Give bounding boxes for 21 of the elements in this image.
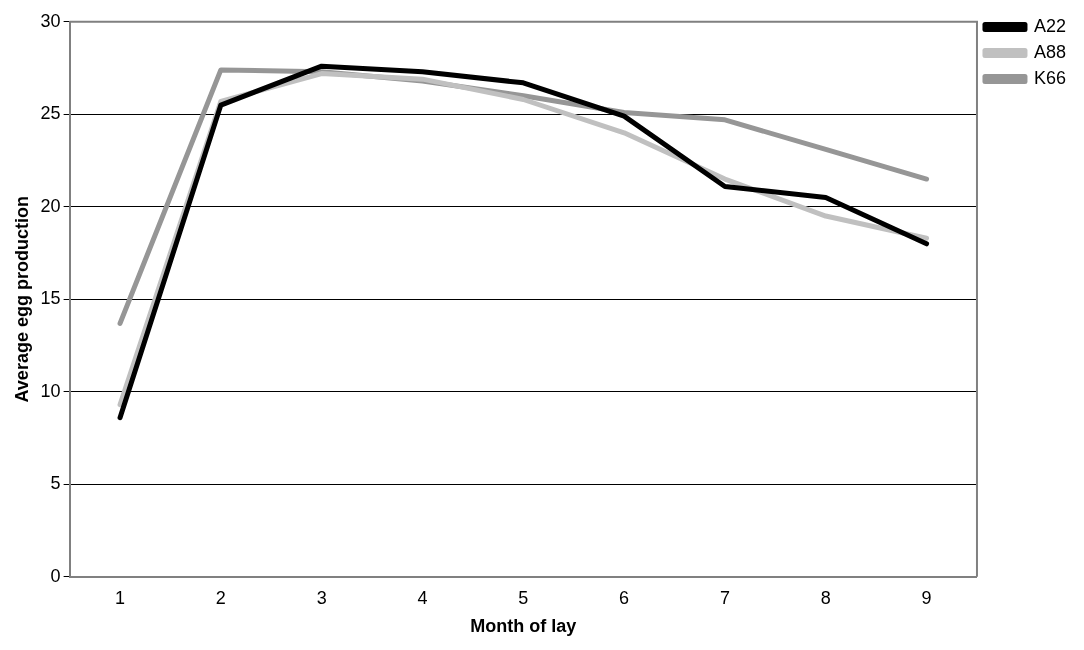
y-tick-label: 30 — [40, 10, 61, 31]
x-tick-label: 6 — [619, 587, 630, 608]
x-tick-label: 7 — [719, 587, 730, 608]
y-tick-label: 10 — [40, 380, 61, 401]
x-tick-label: 8 — [820, 587, 831, 608]
legend-label: K66 — [1033, 67, 1066, 88]
x-tick-label: 1 — [115, 587, 126, 608]
y-axis-title: Average egg production — [11, 196, 32, 403]
x-tick-label: 9 — [921, 587, 932, 608]
x-tick-label: 4 — [417, 587, 428, 608]
y-tick-label: 5 — [50, 473, 61, 494]
x-tick-label: 3 — [316, 587, 327, 608]
legend-label: A22 — [1033, 15, 1066, 36]
x-tick-label: 2 — [215, 587, 226, 608]
y-tick-label: 25 — [40, 103, 61, 124]
x-tick-label: 5 — [518, 587, 529, 608]
x-axis-title: Month of lay — [470, 616, 577, 637]
y-tick-label: 0 — [50, 565, 61, 586]
y-tick-label: 15 — [40, 288, 61, 309]
y-tick-label: 20 — [40, 195, 61, 216]
legend-label: A88 — [1033, 41, 1066, 62]
